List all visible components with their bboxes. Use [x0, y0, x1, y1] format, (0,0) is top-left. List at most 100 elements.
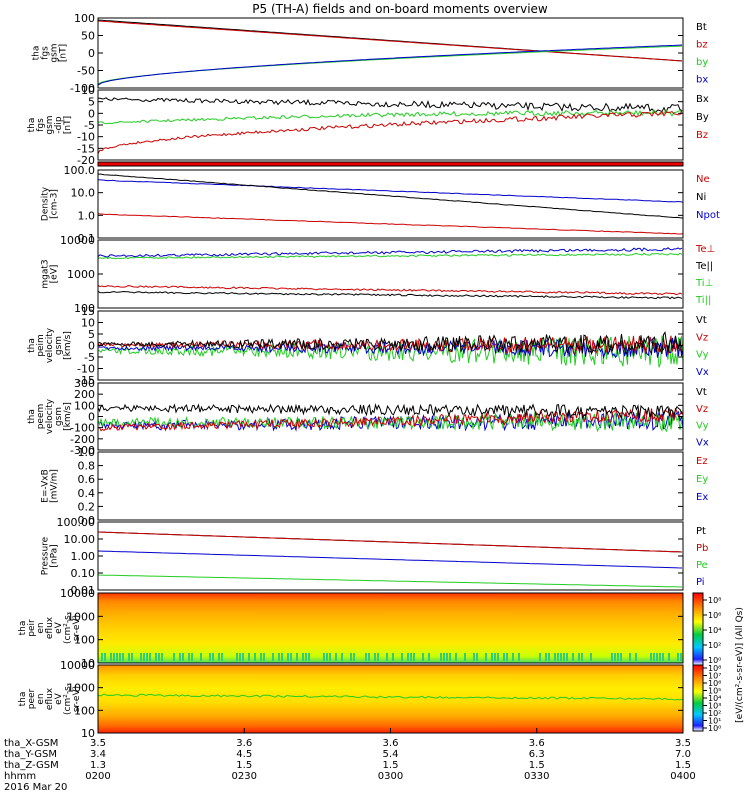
legend-label: Vt	[696, 387, 707, 398]
panel-10: 10000 1000 100 10 tha peir en eflux eV (cm²-s-sr-…	[18, 587, 684, 670]
colorbar-label: [eV/(cm²-s-sr-eV)] (All Qs)	[735, 607, 745, 723]
spectrogram-speck	[140, 653, 142, 661]
y-tick-label: -50	[77, 65, 95, 78]
spectrogram-speck	[296, 653, 298, 661]
spectrogram-speck	[113, 653, 115, 661]
spectrogram-speck	[323, 653, 325, 661]
colorbar-tick-label: 10¹	[708, 717, 721, 726]
y-tick-label: 0.01	[71, 584, 96, 597]
y-tick-label: 10000	[60, 234, 95, 247]
spectrogram-speck	[377, 653, 379, 661]
legend-label: Pb	[696, 543, 708, 554]
y-tick-label: 0.0	[78, 514, 96, 527]
spectrogram-speck	[212, 653, 214, 661]
y-axis-label: tha	[27, 409, 37, 424]
x-tick-label: 7.0	[675, 749, 691, 760]
spectrogram-speck	[326, 653, 328, 661]
spectrogram-speck	[662, 653, 664, 661]
y-axis-label: gsm	[54, 336, 64, 355]
spectrogram-speck	[497, 653, 499, 661]
spectrogram-speck	[128, 653, 130, 661]
panel-frame	[97, 17, 684, 89]
spectrogram-speck	[260, 653, 262, 661]
legend-label: Ti⊥	[695, 278, 713, 289]
x-tick-label: 3.5	[675, 738, 691, 749]
y-axis-label: en	[36, 693, 46, 704]
y-axis-label: fgs	[36, 118, 46, 132]
spectrogram-speck	[581, 653, 583, 661]
panel-frame	[97, 89, 684, 161]
spectrogram-speck	[512, 653, 514, 661]
y-tick-label: 0	[88, 340, 95, 353]
y-axis-label: [mV/m]	[50, 469, 60, 503]
y-axis-label: velocity	[45, 398, 55, 434]
legend-label: Ne	[696, 174, 710, 185]
y-tick-label: 1.0	[78, 209, 96, 222]
spectrogram-speck	[668, 653, 670, 661]
colorbar-tick-label: 10⁰	[708, 656, 721, 665]
spectrogram-speck	[119, 653, 121, 661]
legend-label: Npot	[696, 210, 720, 221]
spectrogram-speck	[677, 653, 679, 661]
y-tick-label: 50	[81, 30, 95, 43]
spectrogram-speck	[263, 653, 265, 661]
spectrogram-speck	[563, 653, 565, 661]
spectrogram-speck	[278, 653, 280, 661]
y-tick-label: -5	[84, 119, 95, 132]
x-tick-label: 0230	[232, 771, 257, 782]
legend-label: by	[696, 57, 708, 68]
bz-line	[97, 20, 683, 62]
spectrogram-speck	[503, 653, 505, 661]
bx-line	[97, 97, 683, 114]
vt-line	[97, 331, 684, 356]
y-tick-label: 0.2	[78, 500, 96, 513]
legend-label: Te||	[695, 261, 713, 272]
legend-label: By	[696, 112, 709, 123]
x-tick-label: 3.5	[90, 738, 106, 749]
y-axis-label: en	[36, 622, 46, 633]
spectrogram-speck	[440, 653, 442, 661]
x-row-label: 2016 Mar 20	[4, 782, 67, 793]
y-axis-label: eV	[54, 621, 64, 634]
plot-title: P5 (TH-A) fields and on-board moments ov…	[252, 2, 548, 16]
x-row-label: tha_X-GSM	[4, 738, 58, 749]
panel-4: 100.0 10.0 1.0 0.1 Density [cm-3] Ne Ni Npot	[41, 164, 720, 245]
x-tick-label: 1.5	[236, 760, 252, 771]
pi-line	[97, 550, 683, 569]
spectrogram-speck	[104, 653, 106, 661]
legend-label: Bx	[696, 94, 709, 105]
x-tick-label: 5.4	[383, 749, 399, 760]
y-axis-label: fgs	[41, 46, 51, 60]
spectrogram-speck	[407, 653, 409, 661]
spectrogram-speck	[485, 653, 487, 661]
y-axis-label: velocity	[45, 327, 55, 363]
y-tick-label: 100.00	[57, 516, 96, 529]
spectrogram-speck	[350, 653, 352, 661]
spectrogram-speck	[188, 653, 190, 661]
colorbar-tick-label: 10⁰	[708, 724, 721, 733]
y-axis-label: gsm	[50, 43, 60, 62]
x-tick-label: 3.6	[236, 738, 252, 749]
spectrogram-speck	[617, 653, 619, 661]
spectrogram-speck	[182, 653, 184, 661]
legend-label: Pe	[696, 560, 708, 571]
legend-label: Pt	[696, 526, 706, 537]
y-tick-label: -15	[77, 142, 95, 155]
spectrogram-speck	[413, 653, 415, 661]
legend-label: Ex	[696, 492, 708, 503]
spectrogram-speck	[122, 653, 124, 661]
spectrogram-speck	[242, 653, 244, 661]
spectrogram-speck	[401, 653, 403, 661]
spectrogram-speck	[494, 653, 496, 661]
spectrogram-speck	[101, 653, 103, 661]
colorbar-upper	[692, 592, 704, 666]
spectrogram-speck	[287, 653, 289, 661]
spectrogram-speck	[659, 653, 661, 661]
y-axis-label: eV	[54, 692, 64, 705]
spectrogram-speck	[248, 653, 250, 661]
spectrogram-speck	[590, 653, 592, 661]
panel-frame	[97, 161, 684, 167]
colorbar-tick-label: 10³	[708, 702, 721, 711]
y-axis-label: peem	[36, 404, 46, 430]
y-axis-label: Density	[41, 186, 51, 221]
